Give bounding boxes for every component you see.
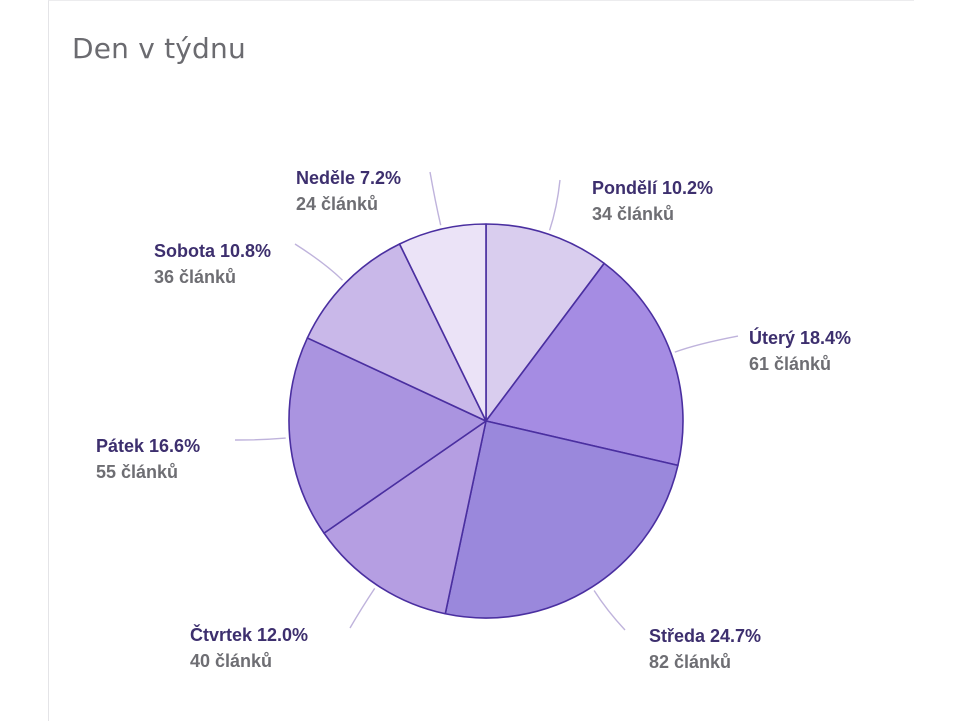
slice-count-utery: 61 článků [749, 354, 831, 374]
slice-count-ctvrtek: 40 článků [190, 651, 272, 671]
slice-count-pondeli: 34 článků [592, 204, 674, 224]
pie-slice-ctvrtek[interactable] [323, 420, 487, 615]
leader-line-nedele [429, 171, 442, 226]
leader-line-ctvrtek [349, 588, 376, 629]
slice-label-patek: Pátek 16.6% [96, 436, 200, 456]
slice-label-streda: Středa 24.7% [649, 626, 761, 646]
slice-count-streda: 82 článků [649, 652, 731, 672]
leader-line-patek [234, 437, 286, 441]
pie-slice-utery[interactable] [485, 262, 684, 467]
slice-count-sobota: 36 článků [154, 267, 236, 287]
pie-slice-pondeli[interactable] [485, 223, 605, 422]
slice-label-utery: Úterý 18.4% [749, 327, 851, 348]
pie-slices [288, 223, 684, 619]
pie-slice-patek[interactable] [288, 337, 487, 534]
slice-label-nedele: Neděle 7.2% [296, 168, 401, 188]
leader-lines [234, 171, 739, 631]
leader-line-pondeli [548, 179, 561, 231]
slice-labels: Pondělí 10.2% 34 článků Úterý 18.4% 61 člán… [96, 168, 851, 672]
slice-count-nedele: 24 článků [296, 194, 378, 214]
leader-line-sobota [294, 243, 343, 281]
slice-count-patek: 55 článků [96, 462, 178, 482]
slice-label-pondeli: Pondělí 10.2% [592, 178, 713, 198]
pie-slice-streda[interactable] [444, 420, 679, 619]
leader-line-utery [674, 335, 739, 353]
chart-title: Den v týdnu [72, 32, 246, 65]
pie-slice-nedele[interactable] [398, 223, 487, 422]
slice-label-ctvrtek: Čtvrtek 12.0% [190, 624, 308, 645]
leader-line-streda [593, 590, 626, 631]
slice-label-sobota: Sobota 10.8% [154, 241, 271, 261]
pie-slice-sobota[interactable] [306, 243, 487, 422]
